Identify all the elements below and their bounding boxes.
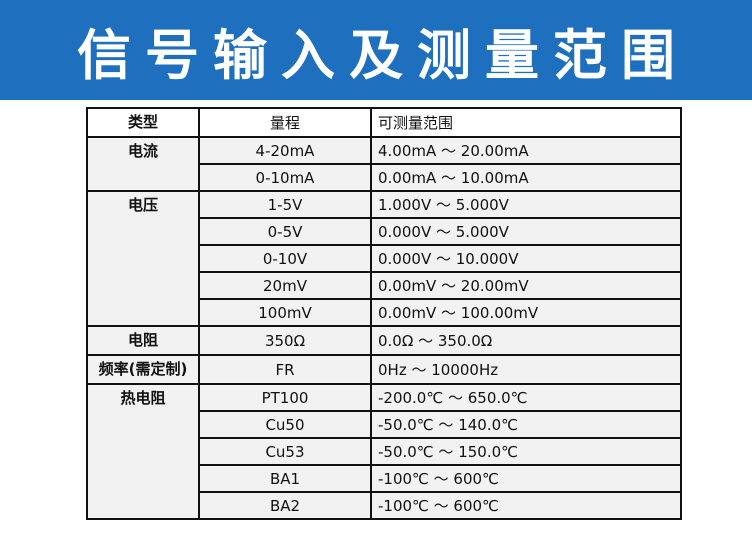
range-cell: BA2 bbox=[198, 491, 372, 520]
table-body: 电流 4-20mA 4.00mA ～ 20.00mA 0-10mA 0.00mA ～ 1… bbox=[86, 136, 682, 520]
table-row: 0-10V 0.000V ～ 10.000V bbox=[87, 244, 682, 273]
table-row: 电阻 350Ω 0.0Ω ～ 350.0Ω bbox=[86, 325, 682, 356]
type-cell: 电压 bbox=[86, 190, 200, 327]
measure-cell: -200.0℃ ～ 650.0℃ bbox=[370, 383, 682, 412]
type-cell: 热电阻 bbox=[86, 383, 200, 520]
type-cell: 频率(需定制) bbox=[86, 354, 200, 385]
measure-cell: -100℃ ～ 600℃ bbox=[370, 464, 682, 493]
measure-cell: 0.00mV ～ 20.00mV bbox=[370, 271, 682, 300]
range-cell: BA1 bbox=[198, 464, 372, 493]
range-cell: 0-10mA bbox=[198, 163, 372, 192]
table-row: Cu50 -50.0℃ ～ 140.0℃ bbox=[87, 410, 682, 439]
table-row: 热电阻 PT100 -200.0℃ ～ 650.0℃ bbox=[86, 383, 682, 520]
measure-cell: -50.0℃ ～ 150.0℃ bbox=[370, 437, 682, 466]
table-row: 0-10mA 0.00mA ～ 10.00mA bbox=[87, 163, 682, 192]
header-row: 类型 量程 可测量范围 bbox=[86, 107, 682, 138]
range-cell: Cu50 bbox=[198, 410, 372, 439]
table-row: 频率(需定制) FR 0Hz ～ 10000Hz bbox=[86, 354, 682, 385]
column-header: 类型 bbox=[86, 107, 200, 138]
measure-cell: 4.00mA ～ 20.00mA bbox=[370, 136, 682, 165]
banner: 信号输入及测量范围 bbox=[0, 0, 752, 100]
range-cell: FR bbox=[198, 354, 372, 385]
range-cell: 0-10V bbox=[198, 244, 372, 273]
range-cell: 100mV bbox=[198, 298, 372, 327]
range-cell: 20mV bbox=[198, 271, 372, 300]
column-header: 可测量范围 bbox=[370, 107, 682, 138]
type-cell: 电阻 bbox=[86, 325, 200, 356]
table-row: 电压 1-5V 1.000V ～ 5.000V bbox=[86, 190, 682, 327]
measure-cell: 0.00mV ～ 100.00mV bbox=[370, 298, 682, 327]
range-cell: 0-5V bbox=[198, 217, 372, 246]
range-table: 类型 量程 可测量范围 电流 4-20mA 4.00mA ～ 20.00mA 0-10mA… bbox=[86, 107, 682, 520]
table-row: 电流 4-20mA 4.00mA ～ 20.00mA bbox=[86, 136, 682, 192]
measure-cell: 0.000V ～ 5.000V bbox=[370, 217, 682, 246]
column-header: 量程 bbox=[198, 107, 372, 138]
measure-cell: 1.000V ～ 5.000V bbox=[370, 190, 682, 219]
measure-cell: 0.000V ～ 10.000V bbox=[370, 244, 682, 273]
range-cell: PT100 bbox=[198, 383, 372, 412]
measure-cell: 0.0Ω ～ 350.0Ω bbox=[370, 325, 682, 356]
measure-cell: 0Hz ～ 10000Hz bbox=[370, 354, 682, 385]
range-cell: 4-20mA bbox=[198, 136, 372, 165]
table-row: 100mV 0.00mV ～ 100.00mV bbox=[87, 298, 682, 327]
table-row: Cu53 -50.0℃ ～ 150.0℃ bbox=[87, 437, 682, 466]
measure-cell: -50.0℃ ～ 140.0℃ bbox=[370, 410, 682, 439]
table-row: 20mV 0.00mV ～ 20.00mV bbox=[87, 271, 682, 300]
range-cell: Cu53 bbox=[198, 437, 372, 466]
range-cell: 350Ω bbox=[198, 325, 372, 356]
measure-cell: -100℃ ～ 600℃ bbox=[370, 491, 682, 520]
table-row: BA2 -100℃ ～ 600℃ bbox=[87, 491, 682, 520]
title: 信号输入及测量范围 bbox=[77, 23, 689, 87]
range-cell: 1-5V bbox=[198, 190, 372, 219]
table-row: BA1 -100℃ ～ 600℃ bbox=[87, 464, 682, 493]
type-cell: 电流 bbox=[86, 136, 200, 192]
table-row: 0-5V 0.000V ～ 5.000V bbox=[87, 217, 682, 246]
measure-cell: 0.00mA ～ 10.00mA bbox=[370, 163, 682, 192]
